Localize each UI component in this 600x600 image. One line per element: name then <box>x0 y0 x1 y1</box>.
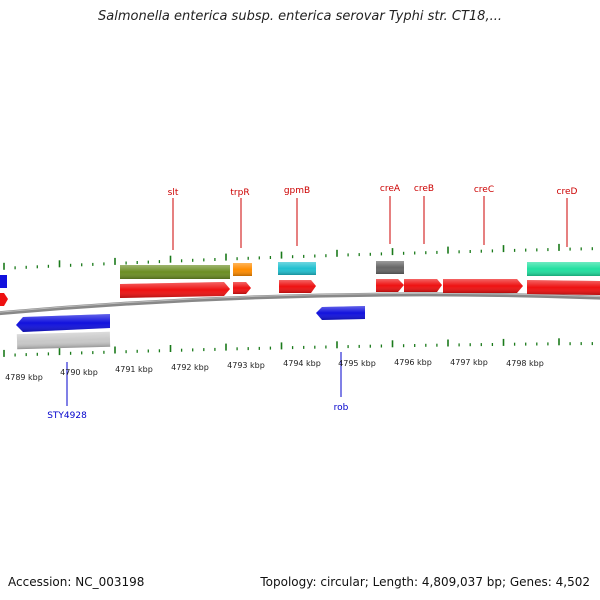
forward-gene-labels: slt trpR gpmB creA creB creC creD <box>168 184 578 198</box>
inner-tick-marks <box>3 338 593 357</box>
kbp-axis-labels: 4789 kbp 4790 kbp 4791 kbp 4792 kbp 4793… <box>5 358 544 382</box>
forward-strand-genes <box>0 261 600 288</box>
reverse-strand-genes <box>16 306 365 350</box>
genome-summary: Topology: circular; Length: 4,809,037 bp… <box>260 575 590 589</box>
kbp-label: 4791 kbp <box>115 365 153 374</box>
gene-left-edge-blue[interactable] <box>0 275 7 288</box>
arrow-left-edge[interactable] <box>0 293 8 306</box>
kbp-label: 4796 kbp <box>394 358 432 367</box>
kbp-label: 4798 kbp <box>506 359 544 368</box>
kbp-label: 4795 kbp <box>338 359 376 368</box>
kbp-label: 4797 kbp <box>450 358 488 367</box>
label-rob[interactable]: rob <box>334 403 349 413</box>
genome-backbone <box>0 292 600 316</box>
kbp-label: 4793 kbp <box>227 361 265 370</box>
kbp-label: 4789 kbp <box>5 373 43 382</box>
label-STY4928[interactable]: STY4928 <box>47 411 87 421</box>
label-slt[interactable]: slt <box>168 188 179 198</box>
outer-tick-marks <box>3 243 593 270</box>
kbp-label: 4790 kbp <box>60 368 98 377</box>
label-gpmB[interactable]: gpmB <box>284 186 310 196</box>
genome-title: Salmonella enterica subsp. enterica sero… <box>98 9 502 24</box>
label-creD[interactable]: creD <box>557 187 578 197</box>
forward-strand-arrows <box>0 279 600 306</box>
forward-label-lines <box>172 196 568 250</box>
reverse-label-lines <box>66 352 342 406</box>
accession-label: Accession: NC_003198 <box>8 575 145 589</box>
label-creA[interactable]: creA <box>380 184 401 194</box>
kbp-label: 4792 kbp <box>171 363 209 372</box>
reverse-gene-labels: rob STY4928 <box>47 403 348 421</box>
label-creB[interactable]: creB <box>414 184 434 194</box>
label-trpR[interactable]: trpR <box>230 188 249 198</box>
label-creC[interactable]: creC <box>474 185 494 195</box>
kbp-label: 4794 kbp <box>283 359 321 368</box>
